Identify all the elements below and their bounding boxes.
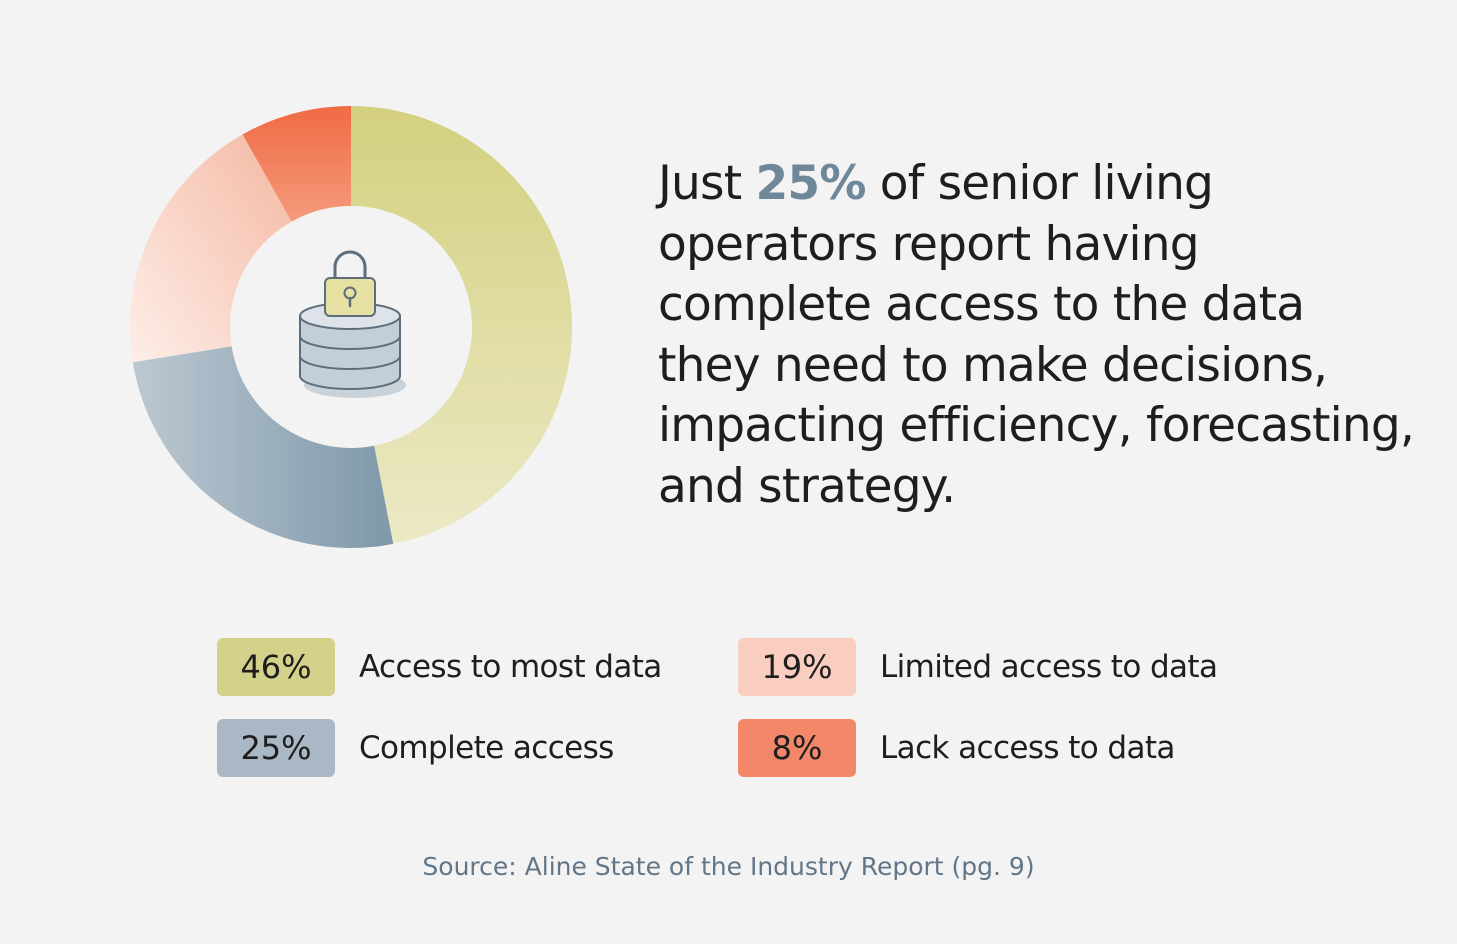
legend-label: Complete access — [359, 730, 614, 766]
slice-lack-access — [242, 106, 351, 222]
slice-limited-access — [130, 134, 292, 363]
legend-item-limited-access: 19% Limited access to data — [738, 638, 1218, 696]
headline: Just 25% of senior living operators repo… — [658, 154, 1418, 517]
legend-label: Access to most data — [359, 649, 662, 685]
slice-access-most — [351, 106, 572, 544]
headline-highlight: 25% — [755, 156, 867, 211]
source-note: Source: Aline State of the Industry Repo… — [422, 852, 1035, 881]
slice-complete-access — [132, 346, 394, 548]
headline-post: of senior living operators report having… — [658, 156, 1415, 514]
legend-swatch: 46% — [217, 638, 335, 696]
legend-item-access-most: 46% Access to most data — [217, 638, 662, 696]
legend-item-complete-access: 25% Complete access — [217, 719, 614, 777]
legend-item-lack-access: 8% Lack access to data — [738, 719, 1175, 777]
donut-chart — [120, 96, 582, 558]
legend-swatch: 8% — [738, 719, 856, 777]
donut-svg — [130, 106, 572, 548]
database-lock-icon — [299, 250, 406, 398]
headline-pre: Just — [658, 156, 756, 211]
donut-slices — [130, 106, 572, 548]
legend-swatch: 25% — [217, 719, 335, 777]
legend-label: Lack access to data — [880, 730, 1175, 766]
legend-swatch: 19% — [738, 638, 856, 696]
legend-label: Limited access to data — [880, 649, 1218, 685]
